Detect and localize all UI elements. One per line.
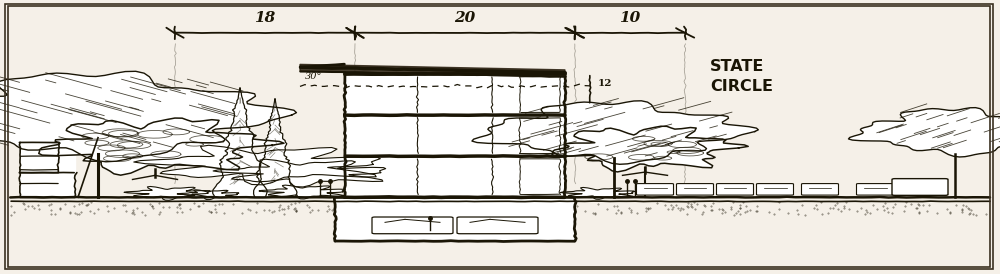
Polygon shape [561, 187, 635, 199]
FancyBboxPatch shape [457, 217, 538, 234]
FancyBboxPatch shape [856, 184, 894, 195]
Polygon shape [39, 118, 284, 175]
Polygon shape [472, 101, 758, 164]
Polygon shape [177, 190, 239, 200]
Polygon shape [335, 197, 575, 241]
Polygon shape [259, 185, 345, 199]
FancyBboxPatch shape [757, 184, 794, 195]
Polygon shape [134, 145, 380, 185]
Polygon shape [213, 88, 267, 197]
Text: 12: 12 [598, 79, 612, 88]
Polygon shape [848, 108, 1000, 157]
Text: 20: 20 [454, 11, 476, 25]
Text: 30°: 30° [305, 72, 322, 81]
FancyBboxPatch shape [716, 184, 754, 195]
Polygon shape [0, 71, 296, 162]
Polygon shape [20, 142, 75, 197]
Polygon shape [552, 126, 748, 172]
Polygon shape [345, 74, 565, 197]
Polygon shape [254, 99, 297, 197]
Text: 10: 10 [619, 11, 641, 25]
FancyBboxPatch shape [802, 184, 838, 195]
FancyBboxPatch shape [637, 184, 674, 195]
FancyBboxPatch shape [892, 179, 948, 195]
FancyBboxPatch shape [676, 184, 714, 195]
Polygon shape [124, 187, 210, 200]
Text: STATE
CIRCLE: STATE CIRCLE [710, 59, 773, 94]
Text: 18: 18 [254, 11, 276, 25]
FancyBboxPatch shape [372, 217, 453, 234]
Polygon shape [300, 64, 565, 77]
Polygon shape [213, 159, 386, 187]
